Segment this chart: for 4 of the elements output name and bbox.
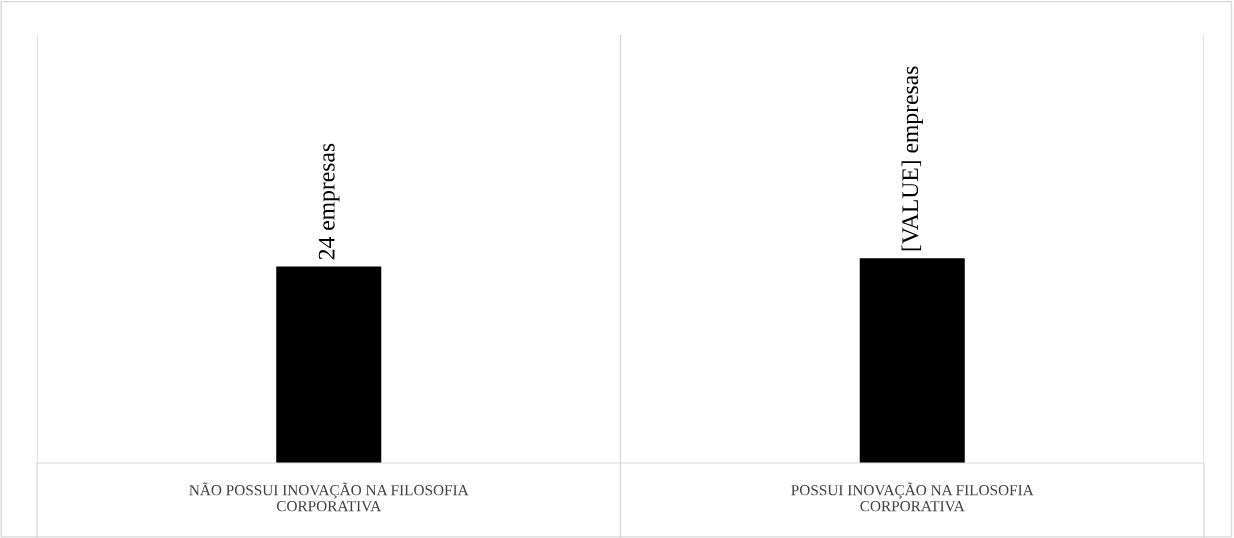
data-label: 24 empresas: [318, 143, 340, 260]
x-tick-label: NÃO POSSUI INOVAÇÃO NA FILOSOFIA CORPORATIVA: [189, 482, 469, 512]
data-label: [VALUE] empresas: [901, 66, 923, 251]
x-tick-label: POSSUI INOVAÇÃO NA FILOSOFIA CORPORATIVA: [791, 482, 1034, 512]
